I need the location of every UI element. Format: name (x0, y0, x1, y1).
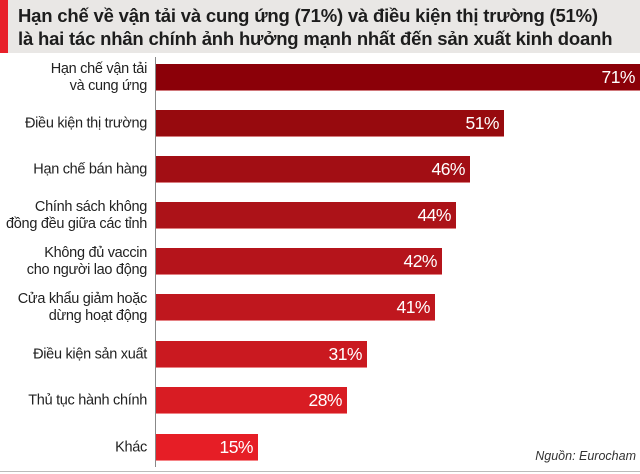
category-label-line-1: Hạn chế vận tải (50, 61, 148, 77)
bar: 41% (156, 294, 435, 321)
category-label-line-1: Điều kiện sản xuất (33, 346, 147, 363)
bar-value-label: 44% (417, 205, 451, 225)
category-label: Thủ tục hành chính (28, 393, 147, 410)
title-line-2: là hai tác nhân chính ảnh hưởng mạnh nhấ… (18, 28, 613, 49)
bar: 46% (156, 156, 470, 183)
bottom-divider (0, 471, 640, 472)
bar-row: Cửa khẩu giảm hoặc dừng hoạt động 41% (0, 291, 640, 325)
bar-row: Không đủ vaccin cho người lao động 42% (0, 245, 640, 279)
category-label: Hạn chế vận tải và cung ứng (50, 61, 148, 95)
category-label: Khác (115, 440, 147, 457)
bar: 42% (156, 248, 442, 275)
bar-row: Hạn chế vận tải và cung ứng 71% (0, 61, 640, 95)
category-label: Hạn chế bán hàng (33, 162, 147, 179)
bar-value-label: 28% (308, 390, 342, 410)
category-label-line-2: cho người lao động (26, 262, 148, 278)
bar-row: Khác 15% (0, 434, 640, 462)
bar-row: Thủ tục hành chính 28% (0, 387, 640, 415)
bar-row: Điều kiện sản xuất 31% (0, 341, 640, 369)
bar: 44% (156, 202, 456, 229)
category-label-line-2: dừng hoạt động (48, 308, 148, 324)
bar-value-label: 15% (219, 437, 253, 457)
bar-row: Điều kiện thị trường 51% (0, 110, 640, 138)
category-label: Điều kiện thị trường (25, 116, 147, 133)
bar: 71% (156, 64, 640, 91)
header-accent-bar (0, 0, 8, 53)
category-label: Cửa khẩu giảm hoặc dừng hoạt động (17, 291, 148, 325)
y-axis-line (155, 57, 156, 467)
category-label: Không đủ vaccin cho người lao động (26, 245, 148, 279)
bar: 15% (156, 434, 258, 461)
category-label: Chính sách không đồng đều giữa các tỉnh (6, 199, 147, 233)
bar-value-label: 41% (396, 297, 430, 317)
bar-value-label: 71% (601, 67, 635, 87)
bar: 28% (156, 387, 347, 414)
category-label-line-1: Cửa khẩu giảm hoặc (17, 291, 148, 307)
bar-row: Hạn chế bán hàng 46% (0, 156, 640, 184)
source-note: Nguồn: Eurocham (535, 449, 636, 463)
bar: 31% (156, 341, 367, 368)
title-line-1: Hạn chế về vận tải và cung ứng (71%) và … (18, 5, 598, 26)
category-label-line-1: Thủ tục hành chính (28, 392, 147, 409)
bar-row: Chính sách không đồng đều giữa các tỉnh 44… (0, 199, 640, 233)
bar-value-label: 42% (403, 251, 437, 271)
category-label-line-2: và cung ứng (69, 78, 148, 94)
bar: 51% (156, 110, 504, 137)
category-label-line-2: đồng đều giữa các tỉnh (6, 216, 147, 232)
category-label-line-1: Chính sách không (34, 199, 147, 215)
category-label-line-1: Không đủ vaccin (44, 245, 147, 261)
category-label: Điều kiện sản xuất (33, 347, 147, 364)
category-label-line-1: Hạn chế bán hàng (33, 161, 147, 178)
chart-title: Hạn chế về vận tải và cung ứng (71%) và … (18, 4, 638, 50)
category-label-line-1: Điều kiện thị trường (24, 115, 147, 132)
chart-header: Hạn chế về vận tải và cung ứng (71%) và … (0, 0, 640, 53)
bar-value-label: 51% (465, 113, 499, 133)
bar-value-label: 31% (328, 344, 362, 364)
category-label-line-1: Khác (115, 439, 147, 456)
bar-value-label: 46% (431, 159, 465, 179)
